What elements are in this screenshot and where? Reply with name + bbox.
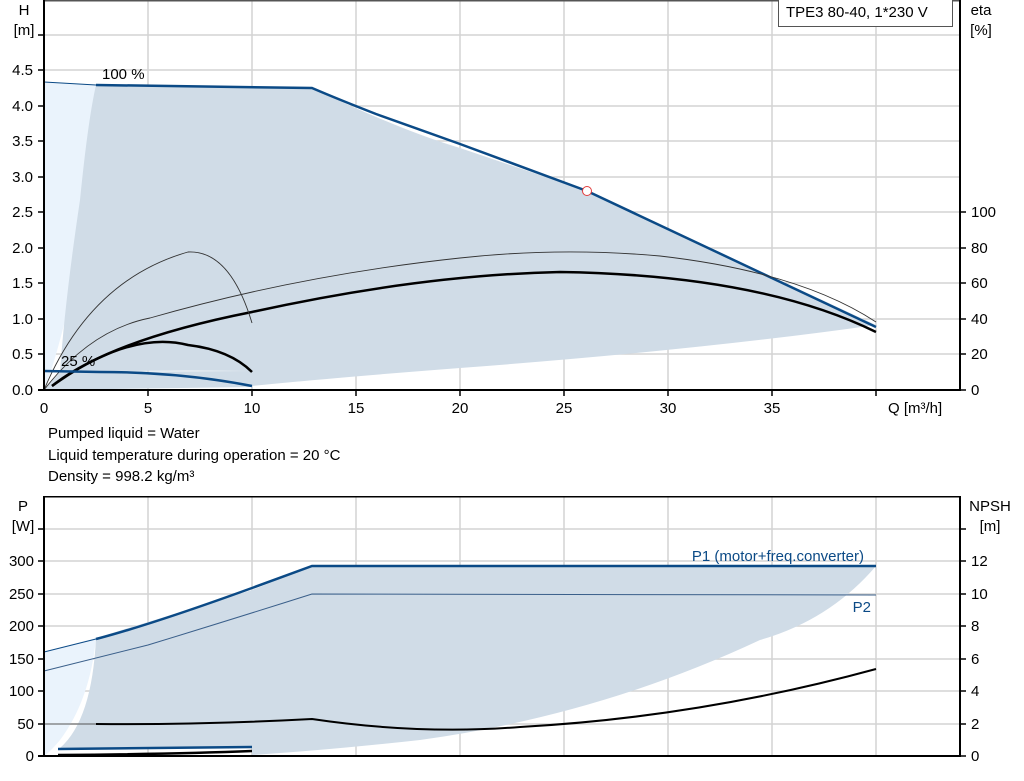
pump-title-box: TPE3 80-40, 1*230 V	[778, 0, 953, 27]
duty-point-marker[interactable]	[582, 186, 592, 196]
p1-curve-label: P1 (motor+freq.converter)	[692, 548, 864, 565]
p-axis-label: P	[18, 498, 28, 515]
svg-text:1.5: 1.5	[12, 275, 33, 292]
svg-text:0: 0	[40, 400, 48, 417]
eta-axis-label: eta	[971, 2, 993, 19]
top-light-area	[44, 82, 96, 390]
npsh-curve	[95, 668, 877, 731]
svg-text:2.5: 2.5	[12, 204, 33, 221]
p-axis-ticks: 0 50 100 150 200 250 300	[9, 553, 34, 765]
svg-text:5: 5	[144, 400, 152, 417]
svg-text:0: 0	[26, 748, 34, 765]
svg-text:40: 40	[971, 311, 988, 328]
svg-text:20: 20	[971, 346, 988, 363]
npsh-axis-label: NPSH	[969, 498, 1011, 515]
h-curve-100-bold	[95, 83, 877, 329]
svg-text:60: 60	[971, 275, 988, 292]
p2-curve	[43, 593, 877, 672]
svg-text:50: 50	[17, 716, 34, 733]
svg-text:1.0: 1.0	[12, 311, 33, 328]
p1-curve-light	[43, 638, 97, 653]
npsh-axis-ticks: 0 2 4 6 8 10 12	[971, 553, 988, 765]
svg-text:0.5: 0.5	[12, 346, 33, 363]
svg-text:30: 30	[660, 400, 677, 417]
svg-text:4: 4	[971, 683, 979, 700]
h-axis-label: H	[19, 2, 30, 19]
svg-text:15: 15	[348, 400, 365, 417]
top-operating-area	[60, 85, 876, 386]
info-pumped-liquid: Pumped liquid = Water	[48, 425, 200, 442]
p-axis-unit: [W]	[12, 518, 35, 535]
svg-text:20: 20	[452, 400, 469, 417]
svg-text:0: 0	[971, 748, 979, 765]
p1-curve-25	[57, 745, 253, 751]
eta-curve-100-bold	[51, 270, 877, 387]
h-axis-unit: [m]	[14, 22, 35, 39]
bottom-ticks	[38, 528, 966, 757]
q-axis-ticks: 0 5 10 15 20 25 30 35	[40, 400, 781, 417]
label-25-percent: 25 %	[61, 353, 95, 370]
top-axes	[38, 0, 961, 391]
svg-text:100: 100	[971, 204, 996, 221]
svg-text:100: 100	[9, 683, 34, 700]
info-density: Density = 998.2 kg/m³	[48, 468, 195, 485]
top-ticks	[38, 34, 966, 396]
svg-text:3.0: 3.0	[12, 169, 33, 186]
npsh-axis-unit: [m]	[980, 518, 1001, 535]
svg-text:12: 12	[971, 553, 988, 570]
info-liquid-temperature: Liquid temperature during operation = 20…	[48, 446, 341, 464]
eta-axis-ticks: 0 20 40 60 80 100	[971, 204, 996, 399]
svg-text:3.5: 3.5	[12, 133, 33, 150]
svg-text:0.0: 0.0	[12, 382, 33, 399]
eta-axis-unit: [%]	[970, 22, 992, 39]
svg-text:0: 0	[971, 382, 979, 399]
svg-text:150: 150	[9, 651, 34, 668]
eta-curve-25-bold	[51, 340, 253, 388]
h-curve-100	[43, 81, 97, 86]
p1-curve	[95, 564, 876, 641]
svg-text:2: 2	[971, 716, 979, 733]
svg-text:10: 10	[244, 400, 261, 417]
eta-curve-25-thin	[43, 251, 253, 391]
p2-curve-label: P2	[853, 599, 871, 616]
bottom-operating-area	[60, 566, 876, 755]
q-axis-label: Q [m³/h]	[888, 400, 942, 417]
p2-curve-25	[57, 749, 253, 757]
svg-text:2.0: 2.0	[12, 240, 33, 257]
svg-text:25: 25	[556, 400, 573, 417]
h-curve-25	[43, 369, 253, 388]
svg-text:200: 200	[9, 618, 34, 635]
eta-curve-100-thin	[43, 251, 877, 391]
h-axis-ticks: 0.0 0.5 1.0 1.5 2.0 2.5 3.0 3.5 4.0 4.5	[12, 62, 33, 399]
svg-text:4.5: 4.5	[12, 62, 33, 79]
svg-text:300: 300	[9, 553, 34, 570]
label-100-percent: 100 %	[102, 66, 145, 83]
svg-text:10: 10	[971, 586, 988, 603]
svg-text:35: 35	[764, 400, 781, 417]
svg-text:80: 80	[971, 240, 988, 257]
svg-text:8: 8	[971, 618, 979, 635]
svg-text:250: 250	[9, 586, 34, 603]
svg-text:4.0: 4.0	[12, 98, 33, 115]
svg-text:6: 6	[971, 651, 979, 668]
